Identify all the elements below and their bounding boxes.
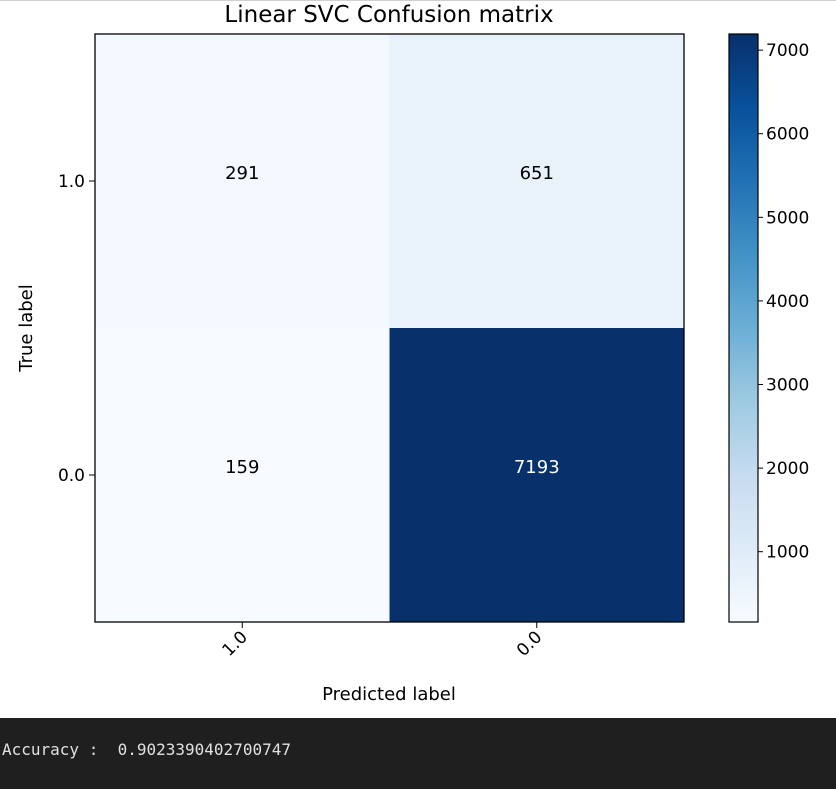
cell-value-label: 291 [225, 163, 259, 184]
colorbar-tick-label: 1000 [766, 543, 809, 563]
confusion-matrix-chart: Linear SVC Confusion matrix 291 651 159 719… [16, 2, 809, 705]
y-axis-label: True label [16, 284, 37, 373]
colorbar-tick-label: 6000 [766, 125, 809, 145]
plot-frame [94, 33, 685, 623]
x-tick-label: 0.0 [513, 627, 546, 660]
matrix-cell [389, 34, 684, 328]
matrix-cell [389, 328, 684, 622]
colorbar-tick-label: 4000 [766, 292, 809, 312]
cell-value-label: 651 [520, 163, 554, 184]
colorbar-tick-label: 2000 [766, 459, 809, 479]
accuracy-output: Accuracy : 0.9023390402700747 [2, 740, 291, 759]
matrix-cell [95, 328, 390, 622]
cell-value-label: 159 [225, 457, 259, 478]
chart-title: Linear SVC Confusion matrix [224, 2, 553, 28]
matrix-cell [95, 34, 390, 328]
colorbar-tick-label: 3000 [766, 376, 809, 396]
colorbar [728, 33, 759, 623]
output-area [0, 718, 836, 789]
y-tick-label: 1.0 [58, 172, 85, 192]
y-tick-label: 0.0 [58, 466, 85, 486]
x-tick-label: 1.0 [219, 627, 252, 660]
colorbar-tick-label: 7000 [766, 41, 809, 61]
colorbar-tick-label: 5000 [766, 208, 809, 228]
x-axis-label: Predicted label [322, 684, 456, 705]
cell-value-label: 7193 [514, 457, 560, 478]
figure: Linear SVC Confusion matrix 291 651 159 719… [0, 0, 836, 718]
